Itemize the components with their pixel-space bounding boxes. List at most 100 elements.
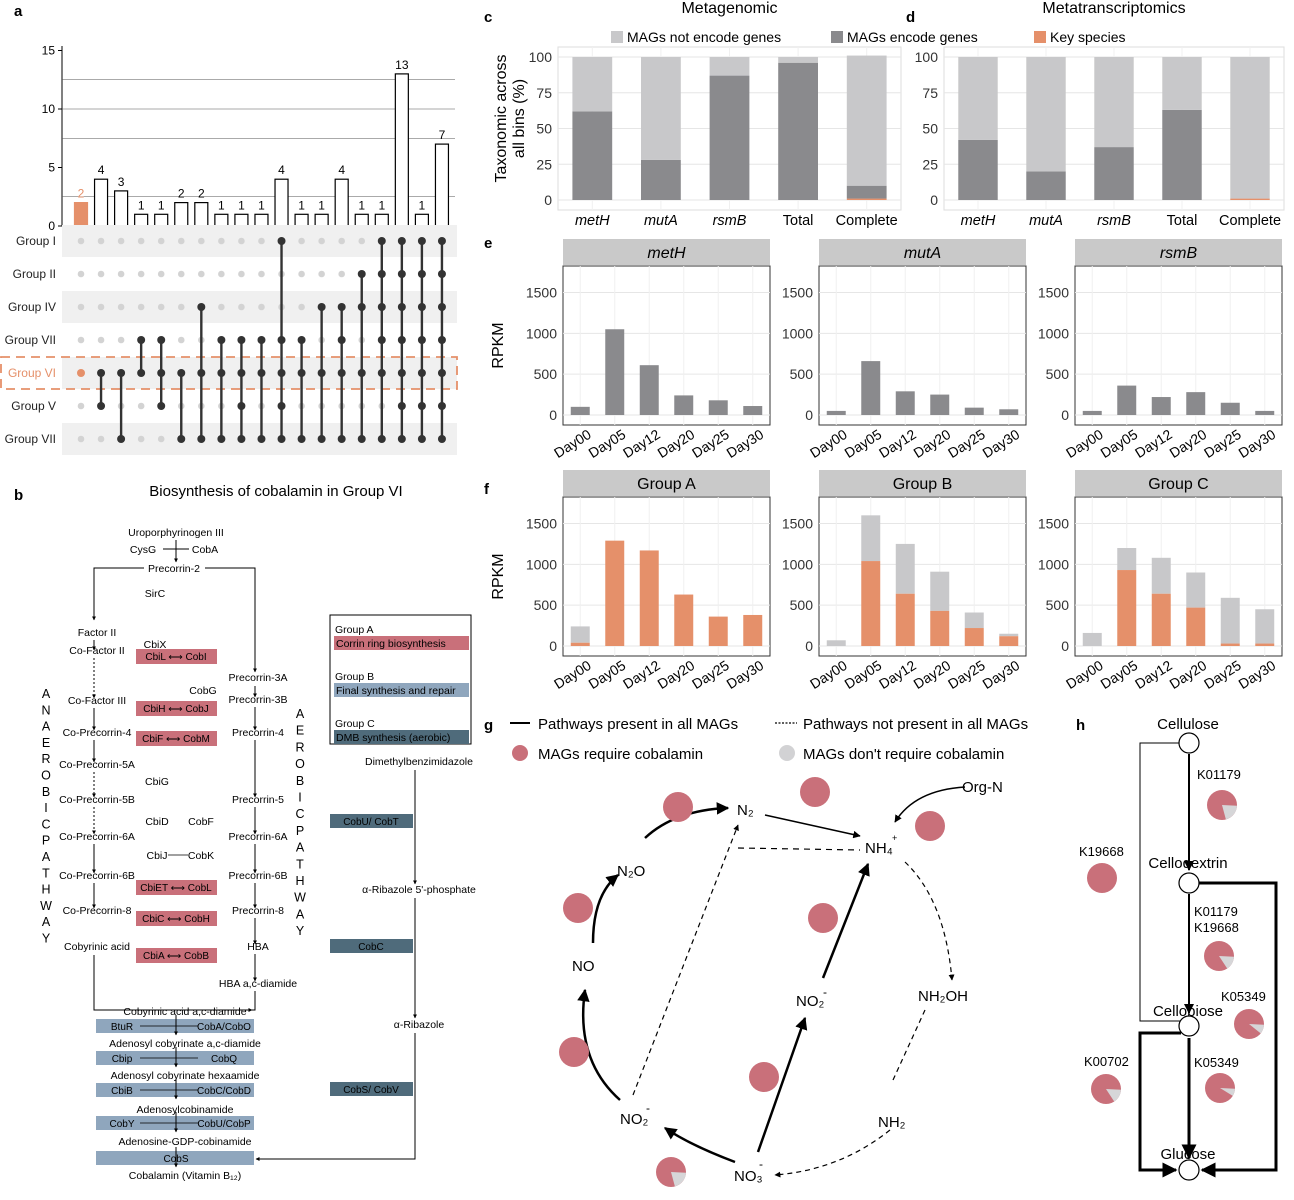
x-tick-label: Day12 bbox=[620, 657, 663, 692]
membership-dot-empty bbox=[177, 237, 185, 245]
bar-key-species bbox=[1186, 607, 1206, 646]
y-tick-label: 75 bbox=[922, 85, 938, 101]
bar bbox=[234, 213, 249, 227]
legend-solid: Pathways present in all MAGs bbox=[538, 716, 738, 733]
bar-key-species bbox=[674, 594, 694, 646]
x-tick-label: Day30 bbox=[1236, 426, 1279, 461]
group-label: Group VII bbox=[5, 333, 56, 347]
bar-other bbox=[895, 543, 915, 594]
membership-dot bbox=[237, 435, 246, 443]
panel-label-b: b bbox=[14, 487, 23, 504]
y-tick-label: 0 bbox=[544, 192, 552, 208]
ko-label: K01179 bbox=[1197, 767, 1241, 782]
anaerobic-letter: A bbox=[42, 915, 51, 929]
ko-label: K05349 bbox=[1221, 989, 1266, 1004]
bar-other bbox=[570, 626, 590, 643]
membership-dot bbox=[157, 336, 166, 344]
bar bbox=[1186, 392, 1206, 415]
bar-not-encode bbox=[846, 55, 887, 186]
membership-dot bbox=[197, 369, 206, 377]
membership-dot bbox=[257, 336, 266, 344]
membership-dot-empty bbox=[77, 336, 85, 344]
bar-key-species bbox=[570, 642, 590, 646]
bar bbox=[414, 213, 429, 227]
bar-key-species bbox=[1220, 643, 1240, 646]
membership-dot bbox=[357, 270, 366, 278]
membership-dot bbox=[157, 369, 166, 377]
rpkm-groups-charts: Group A050010001500Day00Day05Day12Day20D… bbox=[490, 470, 1283, 692]
anaerobic-intermediate: Co-Factor III bbox=[68, 695, 126, 707]
aerobic-letter: A bbox=[296, 841, 305, 855]
x-tick-label: Day00 bbox=[807, 657, 850, 692]
group-label: Group IV bbox=[8, 300, 56, 314]
membership-dot bbox=[177, 435, 186, 443]
bar-key-species bbox=[639, 550, 659, 646]
membership-dot-empty bbox=[338, 237, 345, 245]
aerobic-intermediate: Precorrin-6B bbox=[229, 870, 288, 882]
membership-dot-empty bbox=[157, 435, 165, 443]
bar-label: 2 bbox=[78, 187, 85, 201]
repair-enzyme-box bbox=[96, 1151, 254, 1165]
legend-gray: MAGs don't require cobalamin bbox=[803, 746, 1004, 763]
y-tick-label: 500 bbox=[790, 366, 814, 382]
membership-dot bbox=[297, 336, 306, 344]
y-tick-label: 1000 bbox=[1038, 556, 1069, 572]
membership-dot-empty bbox=[258, 303, 265, 311]
aerobic-letter: C bbox=[295, 807, 304, 821]
legend-encode: MAGs encode genes bbox=[847, 29, 978, 45]
repair-enzyme-right: CobQ bbox=[211, 1054, 237, 1065]
chart-title: Metagenomic bbox=[681, 0, 777, 17]
bar-label: 1 bbox=[218, 198, 225, 212]
bar-key-species bbox=[846, 198, 887, 200]
bar bbox=[1220, 402, 1240, 415]
bar bbox=[1151, 397, 1171, 415]
bar bbox=[294, 213, 309, 227]
anaerobic-intermediate: Co-Factor II bbox=[69, 645, 124, 657]
membership-dot bbox=[357, 369, 366, 377]
final-intermediate: Cobyrinic acid a,c-diamide bbox=[123, 1006, 246, 1018]
y-tick-label: 1000 bbox=[1038, 325, 1069, 341]
membership-dot bbox=[297, 369, 306, 377]
y-tick-label: 1000 bbox=[526, 325, 557, 341]
legend-text: DMB synthesis (aerobic) bbox=[336, 732, 450, 744]
membership-dot bbox=[297, 435, 306, 443]
membership-dot-empty bbox=[97, 270, 105, 278]
panel-label-g: g bbox=[484, 717, 493, 734]
x-tick-label: Day05 bbox=[586, 426, 629, 461]
membership-dot bbox=[417, 237, 426, 245]
membership-dot bbox=[437, 303, 446, 311]
anaerobic-letter: C bbox=[41, 817, 50, 831]
pie-require-cobalamin bbox=[559, 1037, 589, 1067]
metatranscriptomics-chart: 0 25 50 75 100 Metatranscriptomics metH mutA rsm… bbox=[915, 0, 1285, 229]
aerobic-intermediate: Precorrin-6A bbox=[229, 831, 288, 843]
aerobic-intermediate: Precorrin-5 bbox=[232, 794, 284, 806]
membership-dot bbox=[217, 435, 226, 443]
bar bbox=[605, 329, 625, 415]
dmb-enzyme-label: CobC bbox=[358, 942, 384, 953]
x-tick-label: mutA bbox=[644, 213, 678, 229]
repair-enzyme-left: Cbip bbox=[112, 1054, 133, 1065]
anaerobic-intermediate: Co-Precorrin-6A bbox=[59, 831, 135, 843]
final-intermediate: Adenosyl cobyrinate hexaamide bbox=[111, 1070, 260, 1082]
bar-key-species bbox=[964, 628, 984, 646]
facet-strip bbox=[563, 239, 770, 265]
y-axis-label: Taxonomic across bbox=[493, 54, 510, 182]
membership-dot bbox=[317, 369, 326, 377]
membership-dot bbox=[237, 402, 246, 410]
membership-dot bbox=[117, 369, 126, 377]
bar-encode bbox=[958, 139, 998, 200]
bar-label: 1 bbox=[419, 198, 426, 212]
facet-title: Group B bbox=[893, 476, 953, 493]
anaerobic-letter: W bbox=[40, 899, 52, 913]
y-tick-label: 75 bbox=[536, 85, 552, 101]
membership-dot bbox=[377, 369, 386, 377]
pie-require-cobalamin bbox=[749, 1062, 779, 1092]
enzyme-label: CobF bbox=[188, 816, 214, 828]
membership-dot-empty bbox=[198, 237, 205, 245]
y-tick-label: 0 bbox=[48, 219, 55, 233]
plot-area bbox=[1074, 496, 1283, 657]
anaerobic-letter: T bbox=[42, 866, 50, 880]
plot-area bbox=[562, 496, 771, 657]
dmb-enzyme-box bbox=[330, 1082, 413, 1096]
